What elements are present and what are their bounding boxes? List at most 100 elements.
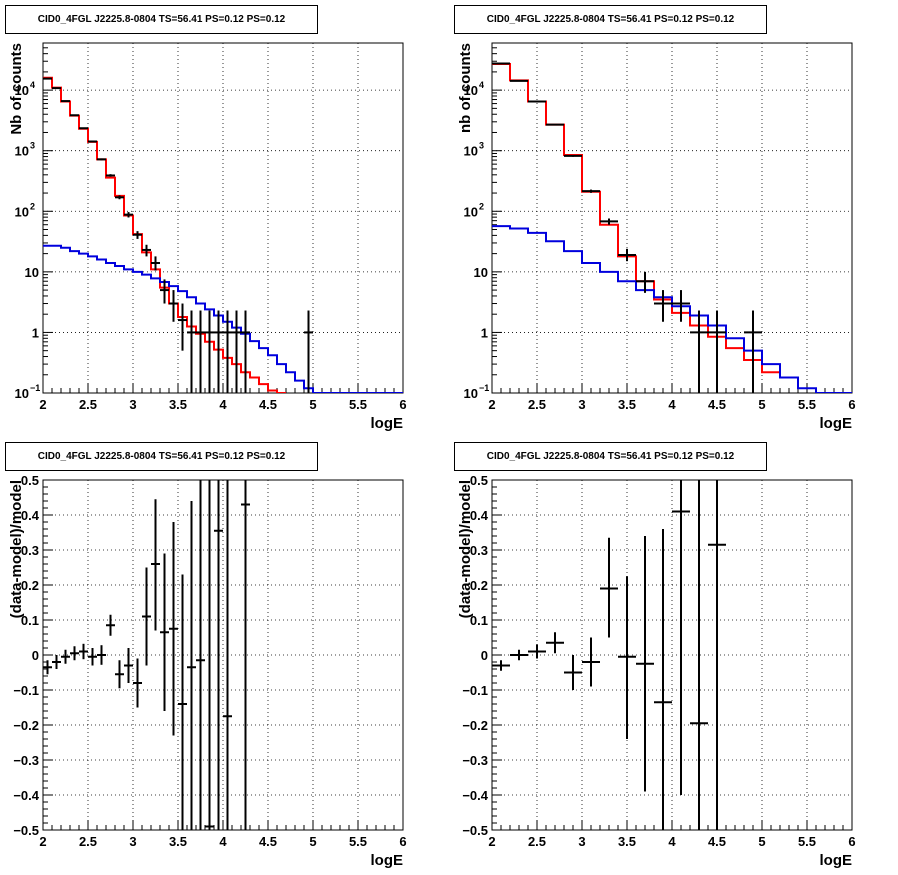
y-tick-label: 10	[474, 265, 488, 280]
y-tick-label: 1	[32, 325, 39, 340]
x-tick-label: 3	[578, 397, 585, 412]
y-tick-label: 0.2	[470, 578, 488, 593]
x-tick-label: 3.5	[618, 397, 636, 412]
x-tick-label: 2.5	[528, 397, 546, 412]
y-axis-title: nb of counts	[457, 43, 474, 133]
y-axis-title: (data-model)/model	[457, 480, 474, 618]
x-tick-label: 3	[578, 834, 585, 849]
pad-top-right: 2 2.5 3 3.5 4 4.5 5 5.5 6 10 −1 1 10 10 2 10 3 10 4 logE nb …	[449, 0, 898, 437]
chart-svg: 2 2.5 3 3.5 4 4.5 5 5.5 6 −0.5 −0.4 −0.3 −0.2 −0.1 0 0.…	[457, 473, 856, 869]
x-tick-label: 5.5	[349, 397, 367, 412]
y-tick-label: 10	[15, 386, 29, 401]
x-tick-label: 2	[488, 834, 495, 849]
x-axis-title: logE	[371, 852, 404, 869]
y-tick-label: 1	[481, 325, 488, 340]
x-tick-label: 4.5	[708, 834, 726, 849]
y-tick-label: 0.3	[21, 543, 39, 558]
y-tick-label: −0.5	[13, 823, 39, 838]
x-tick-label: 2.5	[528, 834, 546, 849]
y-tick-label: −0.1	[462, 683, 488, 698]
y-tick-label: −0.3	[13, 753, 39, 768]
x-tick-label: 3.5	[169, 834, 187, 849]
y-tick-label: 0	[481, 648, 488, 663]
y-tick-label-exponent: 3	[479, 141, 484, 151]
x-tick-label: 2	[39, 834, 46, 849]
y-tick-label: 10	[464, 386, 478, 401]
y-tick-label: 0.1	[21, 613, 39, 628]
y-tick-label: −0.5	[462, 823, 488, 838]
x-tick-label: 2.5	[79, 397, 97, 412]
x-tick-label: 6	[399, 834, 406, 849]
x-tick-label: 4	[219, 397, 227, 412]
y-tick-label: 10	[464, 144, 478, 159]
plot-area	[43, 76, 403, 393]
x-tick-label: 6	[399, 397, 406, 412]
y-tick-label: −0.2	[13, 718, 39, 733]
x-tick-label: 5	[758, 834, 765, 849]
y-tick-label-exponent: 2	[30, 201, 35, 211]
y-tick-label: −0.3	[462, 753, 488, 768]
plot-area	[492, 62, 852, 393]
plot-area	[492, 480, 726, 830]
x-tick-label: 3.5	[618, 834, 636, 849]
y-tick-label-exponent: −1	[30, 383, 40, 393]
y-tick-label: 10	[464, 83, 478, 98]
y-tick-label: 0.5	[21, 473, 39, 488]
y-tick-label: 10	[15, 144, 29, 159]
y-tick-label-exponent: 3	[30, 141, 35, 151]
y-tick-label-exponent: 4	[479, 80, 484, 90]
y-tick-label: 0.4	[21, 508, 40, 523]
y-tick-label: 10	[464, 204, 478, 219]
x-axis-title: logE	[820, 852, 853, 869]
x-tick-label: 6	[848, 834, 855, 849]
x-tick-label: 3.5	[169, 397, 187, 412]
y-axis-title: (data-model)/model	[8, 480, 25, 618]
chart-title: CID0_4FGL J2225.8-0804 TS=56.41 PS=0.12 …	[5, 442, 318, 471]
y-tick-label: 10	[15, 204, 29, 219]
y-tick-label-exponent: 2	[479, 201, 484, 211]
y-tick-label: −0.4	[462, 788, 488, 803]
x-tick-label: 3	[129, 397, 136, 412]
y-tick-label: −0.4	[13, 788, 39, 803]
x-tick-label: 2	[488, 397, 495, 412]
y-tick-label: 10	[25, 265, 39, 280]
pad-top-left: 2 2.5 3 3.5 4 4.5 5 5.5 6 10 −1 1 10 10 2 10 3 10 4 logE Nb …	[0, 0, 449, 437]
y-tick-label: 0.2	[21, 578, 39, 593]
y-tick-label: 0.5	[470, 473, 488, 488]
chart-title: CID0_4FGL J2225.8-0804 TS=56.41 PS=0.12 …	[454, 442, 767, 471]
y-tick-label-exponent: 4	[30, 80, 35, 90]
y-tick-label: 0.1	[470, 613, 488, 628]
x-tick-label: 5.5	[798, 834, 816, 849]
y-tick-label: 0	[32, 648, 39, 663]
y-tick-label: −0.1	[13, 683, 39, 698]
x-tick-label: 3	[129, 834, 136, 849]
x-axis-title: logE	[371, 415, 404, 432]
x-axis-title: logE	[820, 415, 853, 432]
x-tick-label: 4	[668, 397, 676, 412]
x-tick-label: 5.5	[798, 397, 816, 412]
x-tick-label: 5.5	[349, 834, 367, 849]
x-tick-label: 6	[848, 397, 855, 412]
chart-svg: 2 2.5 3 3.5 4 4.5 5 5.5 6 −0.5 −0.4 −0.3 −0.2 −0.1 0 0.…	[8, 473, 407, 869]
x-tick-label: 4.5	[708, 397, 726, 412]
x-tick-label: 5	[758, 397, 765, 412]
chart-title: CID0_4FGL J2225.8-0804 TS=56.41 PS=0.12 …	[454, 5, 767, 34]
x-tick-label: 4	[219, 834, 227, 849]
y-axis-title: Nb of counts	[8, 43, 25, 135]
x-tick-label: 2.5	[79, 834, 97, 849]
y-tick-label: 0.3	[470, 543, 488, 558]
y-tick-label: 10	[15, 83, 29, 98]
y-tick-label: −0.2	[462, 718, 488, 733]
x-tick-label: 4.5	[259, 397, 277, 412]
plot-area	[43, 480, 250, 830]
x-tick-label: 2	[39, 397, 46, 412]
pad-bottom-right: 2 2.5 3 3.5 4 4.5 5 5.5 6 −0.5 −0.4 −0.3 −0.2 −0.1 0 0.…	[449, 437, 898, 874]
x-tick-label: 5	[309, 834, 316, 849]
x-tick-label: 4	[668, 834, 676, 849]
y-tick-label: 0.4	[470, 508, 489, 523]
x-tick-label: 5	[309, 397, 316, 412]
pad-bottom-left: 2 2.5 3 3.5 4 4.5 5 5.5 6 −0.5 −0.4 −0.3 −0.2 −0.1 0 0.…	[0, 437, 449, 874]
